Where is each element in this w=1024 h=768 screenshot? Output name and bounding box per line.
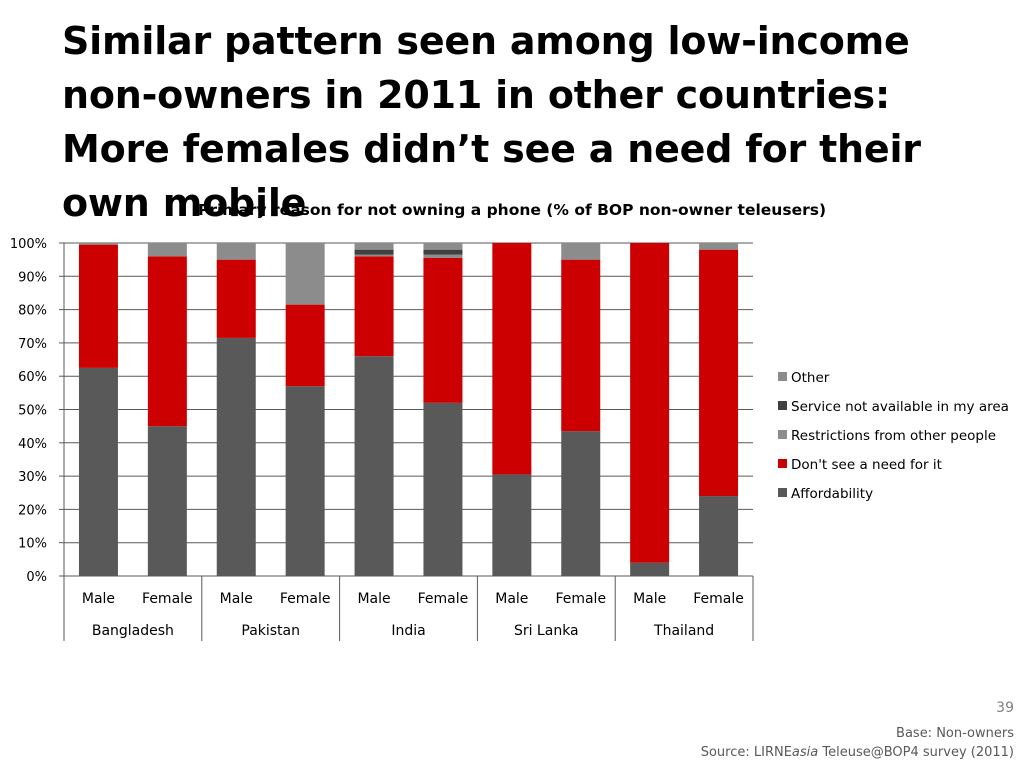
x-tick-label: Male bbox=[220, 591, 253, 607]
bar-segment bbox=[699, 496, 739, 576]
group-label: Sri Lanka bbox=[514, 623, 579, 639]
legend-swatch bbox=[778, 430, 787, 439]
x-tick-label: Male bbox=[82, 591, 115, 607]
legend-label: Other bbox=[791, 370, 830, 386]
bar-segment bbox=[561, 431, 601, 576]
bar-segment bbox=[216, 243, 256, 260]
bar-segment bbox=[147, 256, 187, 427]
bar-segment bbox=[630, 562, 670, 576]
bar-segment bbox=[216, 337, 256, 576]
y-tick-label: 40% bbox=[18, 437, 47, 452]
bar-segment bbox=[561, 243, 601, 260]
bar-segment bbox=[147, 243, 187, 257]
y-tick-label: 30% bbox=[18, 470, 47, 485]
bar-segment bbox=[78, 367, 118, 576]
base-note: Base: Non-owners bbox=[896, 726, 1014, 741]
y-tick-label: 60% bbox=[18, 370, 47, 385]
y-tick-label: 0% bbox=[26, 570, 47, 585]
bar-segment bbox=[630, 243, 670, 563]
bar-segment bbox=[285, 243, 325, 305]
legend-label: Affordability bbox=[791, 486, 873, 502]
bar-segment bbox=[423, 254, 463, 258]
y-tick-label: 90% bbox=[18, 270, 47, 285]
x-tick-label: Female bbox=[693, 591, 744, 607]
bar-segment bbox=[285, 386, 325, 576]
x-tick-label: Female bbox=[555, 591, 606, 607]
legend: Other Service not available in my area Res… bbox=[778, 370, 1009, 502]
bar-segment bbox=[423, 243, 463, 250]
y-tick-label: 10% bbox=[18, 537, 47, 552]
bar-segment bbox=[354, 249, 394, 255]
y-tick-label: 100% bbox=[10, 237, 47, 252]
bar-segment bbox=[216, 259, 256, 338]
group-label: Pakistan bbox=[241, 623, 300, 639]
source-prefix: Source: LIRNE bbox=[700, 745, 792, 760]
bar-segment bbox=[699, 243, 739, 250]
slide-title: Similar pattern seen among low-income no… bbox=[62, 19, 921, 225]
bar-segment bbox=[78, 243, 118, 245]
y-tick-label: 20% bbox=[18, 503, 47, 518]
bar-segment bbox=[354, 254, 394, 257]
bar-segment bbox=[78, 244, 118, 368]
x-tick-label: Female bbox=[142, 591, 193, 607]
bar-segment bbox=[423, 257, 463, 403]
group-label: Bangladesh bbox=[92, 623, 174, 639]
legend-swatch bbox=[778, 459, 787, 468]
bar-segment bbox=[285, 304, 325, 387]
page-number: 39 bbox=[996, 700, 1014, 716]
bar-segment bbox=[354, 356, 394, 576]
axes: 0% 10% 20% 30% 40% 50% 60% 70% 80% 90% 100% Male Fem… bbox=[10, 237, 754, 641]
bar-segment bbox=[354, 243, 394, 250]
x-tick-label: Female bbox=[280, 591, 331, 607]
x-tick-label: Male bbox=[495, 591, 528, 607]
bar-segment bbox=[354, 256, 394, 357]
bar-segment bbox=[423, 249, 463, 255]
bar-segment bbox=[561, 259, 601, 432]
x-tick-label: Male bbox=[357, 591, 390, 607]
group-label: India bbox=[391, 623, 425, 639]
bars bbox=[78, 243, 739, 576]
bar-segment bbox=[492, 243, 532, 475]
legend-swatch bbox=[778, 401, 787, 410]
bar-segment bbox=[423, 402, 463, 576]
chart-title: Primary reason for not owning a phone (%… bbox=[197, 201, 827, 219]
y-tick-label: 70% bbox=[18, 337, 47, 352]
bar-segment bbox=[492, 474, 532, 576]
bar-segment bbox=[147, 426, 187, 576]
legend-label: Service not available in my area bbox=[791, 399, 1009, 415]
x-tick-label: Male bbox=[633, 591, 666, 607]
bar-segment bbox=[699, 249, 739, 497]
y-tick-label: 80% bbox=[18, 304, 47, 319]
legend-swatch bbox=[778, 372, 787, 381]
legend-swatch bbox=[778, 488, 787, 497]
source-italic: asia bbox=[791, 745, 819, 760]
legend-label: Don't see a need for it bbox=[791, 457, 942, 473]
group-label: Thailand bbox=[653, 623, 714, 639]
x-tick-label: Female bbox=[418, 591, 469, 607]
source-note: Source: LIRNEasia Teleuse@BOP4 survey (2… bbox=[701, 745, 1014, 760]
source-suffix: Teleuse@BOP4 survey (2011) bbox=[818, 745, 1014, 760]
y-tick-label: 50% bbox=[18, 404, 47, 419]
legend-label: Restrictions from other people bbox=[791, 428, 996, 444]
